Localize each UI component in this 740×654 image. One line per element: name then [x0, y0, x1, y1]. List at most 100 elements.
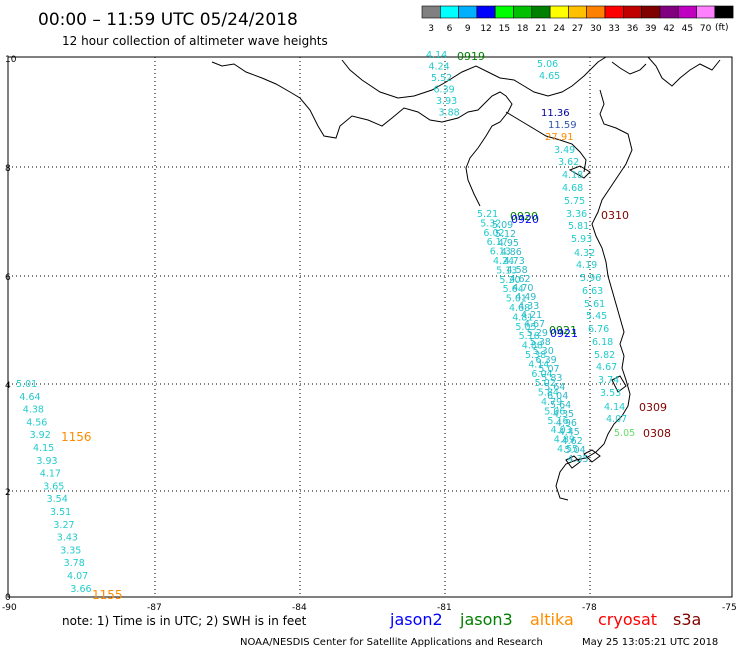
- legend-label: 39: [645, 24, 657, 34]
- swh-value: 4.68: [509, 303, 530, 314]
- swh-value: 3.51: [50, 507, 71, 518]
- swh-value: 5.04: [565, 445, 586, 456]
- swh-value: 4.14: [604, 402, 625, 413]
- swh-value: 6.02: [483, 228, 504, 239]
- swh-value: 6.18: [592, 337, 613, 348]
- swh-value: 3.53: [600, 388, 621, 399]
- lon-label: -78: [582, 603, 597, 613]
- swh-value: 5.30: [533, 346, 554, 357]
- swh-value: 4.33: [518, 301, 539, 312]
- swh-value: 4.45: [559, 427, 580, 438]
- swh-value: 4.70: [512, 283, 533, 294]
- swh-value: 4.58: [507, 265, 528, 276]
- legend-label: 18: [517, 24, 529, 34]
- mission-jason2: jason2: [389, 610, 443, 629]
- lat-label: 6: [5, 273, 11, 283]
- swh-value: 3.49: [554, 145, 575, 156]
- map-subtitle: 12 hour collection of altimeter wave hei…: [62, 34, 328, 48]
- swh-value: 5.20: [499, 275, 520, 286]
- swh-value: 4.14: [528, 359, 549, 370]
- swh-value: 4.56: [26, 417, 47, 428]
- color-legend: 3 6 9 12 15 18 21 24 27 30 33 36 39 42 45 70: [421, 5, 734, 34]
- swh-value: 5.13: [496, 265, 517, 276]
- footer-credit: NOAA/NESDIS Center for Satellite Applica…: [240, 637, 543, 648]
- swh-value: 4.21: [521, 310, 542, 321]
- swh-value: 5.38: [525, 350, 546, 361]
- swh-value: 4.07: [67, 571, 88, 582]
- legend-label: 42: [663, 24, 674, 34]
- swh-value: 3.93: [36, 456, 57, 467]
- swh-value: 4.89: [554, 435, 575, 446]
- swh-value: 3.74: [598, 375, 619, 386]
- swh-value: 3.27: [53, 520, 74, 531]
- legend-swatch: [458, 5, 478, 19]
- lat-label: 8: [5, 164, 11, 174]
- swh-value: 4.62: [562, 436, 583, 447]
- swh-value: 4.79: [541, 397, 562, 408]
- swh-value: 4.14: [426, 50, 447, 61]
- legend-label: 12: [480, 24, 491, 34]
- swh-value: 6.76: [588, 324, 609, 335]
- mission-altika: altika: [530, 610, 574, 629]
- swh-value: 4.35: [553, 409, 574, 420]
- swh-value: 3.92: [30, 430, 51, 441]
- swh-value: 3.66: [70, 584, 91, 595]
- swh-value: 6.17: [487, 237, 508, 248]
- swh-value: 4.15: [33, 443, 54, 454]
- swh-value: 5.21: [477, 209, 498, 220]
- swh-value: 4.55: [557, 444, 578, 455]
- legend-swatch: [641, 5, 661, 19]
- lat-label: 0: [5, 593, 11, 603]
- swh-value: 3.93: [436, 96, 457, 107]
- swh-value: 5.52: [431, 73, 452, 84]
- swh-value: 5.96: [580, 273, 601, 284]
- swh-value: 5.83: [541, 373, 562, 384]
- swh-value: 5.01: [16, 379, 37, 390]
- swh-value: 4.32: [574, 248, 595, 259]
- swh-value: 4.86: [501, 247, 522, 258]
- swh-value: 5.01: [506, 294, 527, 305]
- swh-value: 4.07: [606, 414, 627, 425]
- legend-swatch: [513, 5, 533, 19]
- swh-value: 3.88: [439, 108, 460, 119]
- pass-time: 1156: [61, 430, 92, 444]
- swh-value: 5.64: [544, 382, 565, 393]
- pass-time: 0310: [601, 209, 629, 222]
- legend-label: 24: [554, 24, 566, 34]
- legend-swatch: [622, 5, 642, 19]
- swh-value: 3.62: [558, 157, 579, 168]
- pass-time: 0308: [643, 427, 671, 440]
- legend-swatch: [604, 5, 624, 19]
- legend-swatch: [568, 5, 588, 19]
- swh-value: 3.35: [60, 545, 81, 556]
- swh-value: 5.18: [519, 331, 540, 342]
- swh-value: 4.96: [556, 418, 577, 429]
- swh-value: 5.81: [568, 221, 589, 232]
- swh-value: 5.61: [584, 299, 605, 310]
- mission-cryosat: cryosat: [598, 610, 657, 629]
- legend-swatch: [531, 5, 551, 19]
- legend-label: 33: [608, 24, 619, 34]
- swh-value: 4.03: [551, 425, 572, 436]
- swh-value: 5.05: [614, 428, 635, 439]
- legend-label: 70: [700, 24, 712, 34]
- swh-value: 4.18: [562, 170, 583, 181]
- swh-value: 6.04: [531, 369, 552, 380]
- swh-value: 4.88: [522, 341, 543, 352]
- swh-value: 5.38: [530, 337, 551, 348]
- swh-value: 4.73: [504, 256, 525, 267]
- swh-value: 11.36: [541, 108, 570, 119]
- swh-value: 3.54: [47, 494, 68, 505]
- lat-label: 2: [5, 488, 11, 498]
- pass-time: 0921: [549, 324, 577, 337]
- legend-swatch: [476, 5, 496, 19]
- legend-swatch: [696, 5, 716, 19]
- swh-value: 5.64: [503, 284, 524, 295]
- swh-value: 4.24: [429, 62, 450, 73]
- swh-value: 5.45: [586, 311, 607, 322]
- swh-value: 5.05: [515, 322, 536, 333]
- lon-label: -75: [722, 603, 737, 613]
- swh-value: 4.19: [576, 260, 597, 271]
